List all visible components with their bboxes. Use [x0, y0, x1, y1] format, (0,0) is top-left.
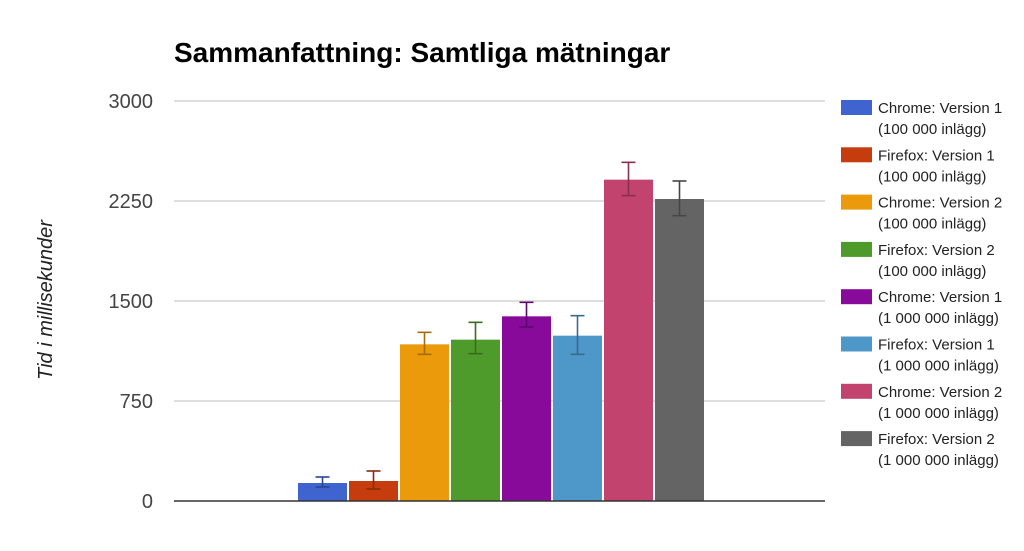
- chart-title: Sammanfattning: Samtliga mätningar: [174, 37, 670, 68]
- legend-swatch: [841, 383, 872, 399]
- error-bar: [417, 331, 432, 356]
- bar: [655, 199, 704, 501]
- legend-label: Chrome: Version 1: [878, 100, 1002, 117]
- y-axis-ticks: 0 750 1500 2250 3000: [109, 91, 154, 513]
- legend-item: Firefox: Version 2 (1 000 000 inlägg): [841, 431, 999, 469]
- legend-sublabel: (1 000 000 inlägg): [878, 358, 999, 375]
- bars: [298, 179, 704, 501]
- error-bar: [366, 470, 381, 490]
- legend-item: Chrome: Version 2 (1 000 000 inlägg): [841, 383, 1002, 422]
- y-tick-label: 3000: [109, 91, 154, 113]
- legend-swatch: [841, 241, 872, 257]
- legend-item: Chrome: Version 1 (100 000 inlägg): [841, 100, 1002, 138]
- y-tick-label: 750: [120, 391, 153, 413]
- y-tick-label: 0: [142, 491, 153, 513]
- legend-item: Chrome: Version 2 (100 000 inlägg): [841, 194, 1002, 233]
- bar: [400, 344, 449, 501]
- legend-label: Chrome: Version 2: [878, 384, 1002, 401]
- legend-swatch: [841, 336, 872, 352]
- error-bar: [519, 301, 534, 328]
- legend-label: Chrome: Version 2: [878, 195, 1002, 212]
- bar: [502, 316, 551, 501]
- legend-label: Firefox: Version 2: [878, 431, 995, 448]
- legend-label: Firefox: Version 2: [878, 242, 995, 259]
- bar: [451, 339, 500, 501]
- legend-sublabel: (100 000 inlägg): [878, 216, 986, 233]
- y-tick-label: 1500: [109, 291, 154, 313]
- legend-label: Chrome: Version 1: [878, 289, 1002, 306]
- bar: [349, 481, 398, 501]
- bar: [298, 483, 347, 501]
- y-tick-label: 2250: [109, 191, 154, 213]
- legend-swatch: [841, 194, 872, 210]
- bar: [553, 335, 602, 501]
- legend-swatch: [841, 100, 872, 115]
- bar: [604, 179, 653, 501]
- legend-sublabel: (100 000 inlägg): [878, 263, 986, 280]
- error-bar: [570, 314, 585, 356]
- legend-sublabel: (100 000 inlägg): [878, 121, 986, 138]
- legend-label: Firefox: Version 1: [878, 147, 995, 164]
- legend-sublabel: (1 000 000 inlägg): [878, 405, 999, 422]
- error-bar: [468, 321, 483, 355]
- legend-item: Chrome: Version 1 (1 000 000 inlägg): [841, 289, 1002, 327]
- legend-label: Firefox: Version 1: [878, 337, 995, 354]
- legend-swatch: [841, 431, 872, 447]
- error-bar: [315, 476, 330, 488]
- legend-swatch: [841, 289, 872, 305]
- legend-item: Firefox: Version 1 (100 000 inlägg): [841, 147, 995, 185]
- error-bars: [315, 161, 687, 490]
- error-bar: [621, 161, 636, 197]
- error-bar: [672, 180, 687, 217]
- legend: Chrome: Version 1(100 000 inlägg)Firefox…: [841, 100, 1002, 469]
- legend-sublabel: (1 000 000 inlägg): [878, 310, 999, 327]
- legend-sublabel: (100 000 inlägg): [878, 168, 986, 185]
- legend-sublabel: (1 000 000 inlägg): [878, 452, 999, 469]
- legend-item: Firefox: Version 1 (1 000 000 inlägg): [841, 336, 999, 375]
- legend-item: Firefox: Version 2 (100 000 inlägg): [841, 241, 995, 280]
- y-axis-label: Tid i millisekunder: [35, 219, 57, 380]
- legend-swatch: [841, 147, 872, 163]
